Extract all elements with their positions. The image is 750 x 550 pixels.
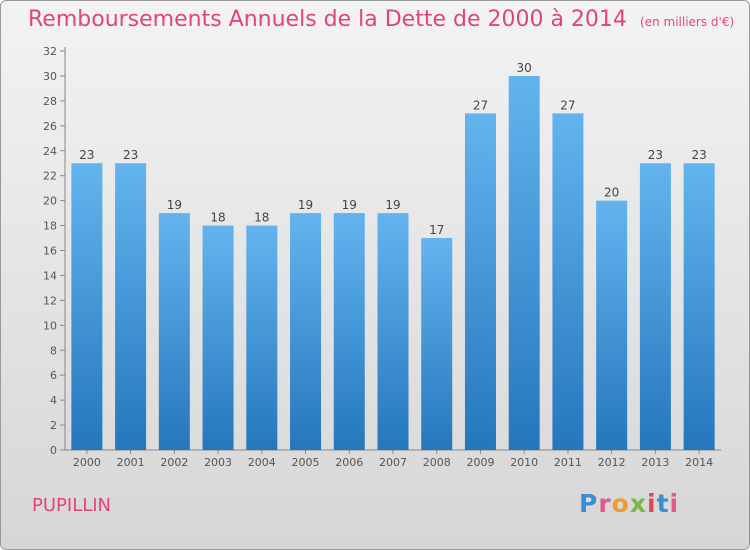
bar-2005	[290, 213, 322, 450]
y-tick-label: 8	[50, 344, 57, 357]
value-label: 19	[298, 198, 313, 212]
value-label: 27	[473, 98, 488, 112]
value-label: 23	[691, 148, 706, 162]
logo-letter: o	[611, 489, 630, 518]
y-tick-label: 14	[43, 269, 57, 282]
value-label: 18	[210, 211, 225, 225]
y-tick-label: 18	[43, 220, 57, 233]
title-text: Remboursements Annuels de la Dette de 20…	[28, 7, 627, 32]
x-tick-label: 2002	[160, 456, 188, 469]
y-tick-label: 26	[43, 120, 57, 133]
x-tick-label: 2004	[248, 456, 276, 469]
y-tick-label: 30	[43, 70, 57, 83]
logo-letter: x	[629, 489, 647, 518]
bar-2014	[683, 163, 715, 450]
proxiti-logo[interactable]: Proxiti	[579, 489, 679, 518]
y-tick-label: 2	[50, 419, 57, 432]
x-tick-label: 2013	[641, 456, 669, 469]
bar-2010	[508, 75, 540, 450]
y-tick-label: 10	[43, 319, 57, 332]
bars	[71, 75, 715, 450]
value-label: 19	[342, 198, 357, 212]
value-label: 23	[79, 148, 94, 162]
bar-2008	[421, 238, 453, 450]
y-tick-label: 6	[50, 369, 57, 382]
bar-2006	[333, 213, 365, 450]
x-tick-label: 2007	[379, 456, 407, 469]
value-label: 19	[167, 198, 182, 212]
value-label: 18	[254, 211, 269, 225]
bar-2009	[464, 113, 496, 450]
value-label: 23	[123, 148, 138, 162]
bar-2012	[596, 200, 628, 450]
y-tick-label: 4	[50, 394, 57, 407]
bar-2007	[377, 213, 409, 450]
x-tick-label: 2006	[335, 456, 363, 469]
x-tick-label: 2009	[466, 456, 494, 469]
x-tick-label: 2010	[510, 456, 538, 469]
logo-letter: i	[647, 489, 657, 518]
value-label: 19	[385, 198, 400, 212]
y-tick-label: 0	[50, 444, 57, 457]
labels: 2000 23 2001 23 2002 19 2003 18 2004 18 2005 19 2006…	[73, 61, 713, 469]
logo-letter: t	[656, 489, 670, 518]
bar-2004	[246, 225, 278, 450]
y-tick-label: 12	[43, 294, 57, 307]
value-label: 20	[604, 186, 619, 200]
logo-letter: P	[579, 489, 599, 518]
y-tick-label: 28	[43, 95, 57, 108]
x-tick-label: 2008	[423, 456, 451, 469]
logo-letter: r	[598, 489, 612, 518]
x-tick-label: 2014	[685, 456, 713, 469]
x-tick-label: 2000	[73, 456, 101, 469]
bar-2001	[115, 163, 147, 450]
x-tick-label: 2005	[292, 456, 320, 469]
x-tick-label: 2012	[598, 456, 626, 469]
logo-letter: i	[669, 489, 680, 518]
value-label: 27	[560, 98, 575, 112]
chart-title: Remboursements Annuels de la Dette de 20…	[28, 7, 734, 32]
bar-2011	[552, 113, 584, 450]
y-tick-label: 22	[43, 170, 57, 183]
bar-2000	[71, 163, 103, 450]
title-unit: (en milliers d'€)	[640, 15, 735, 29]
value-label: 30	[517, 61, 532, 75]
y-tick-label: 16	[43, 245, 57, 258]
commune-name: PUPILLIN	[32, 495, 112, 516]
bar-2013	[639, 163, 671, 450]
x-tick-label: 2001	[117, 456, 145, 469]
y-tick-label: 24	[43, 145, 57, 158]
x-tick-label: 2003	[204, 456, 232, 469]
value-label: 23	[648, 148, 663, 162]
value-label: 17	[429, 223, 444, 237]
y-tick-label: 32	[43, 45, 57, 58]
x-tick-label: 2011	[554, 456, 582, 469]
bar-2003	[202, 225, 234, 450]
bar-2002	[158, 213, 190, 450]
y-tick-label: 20	[43, 195, 57, 208]
